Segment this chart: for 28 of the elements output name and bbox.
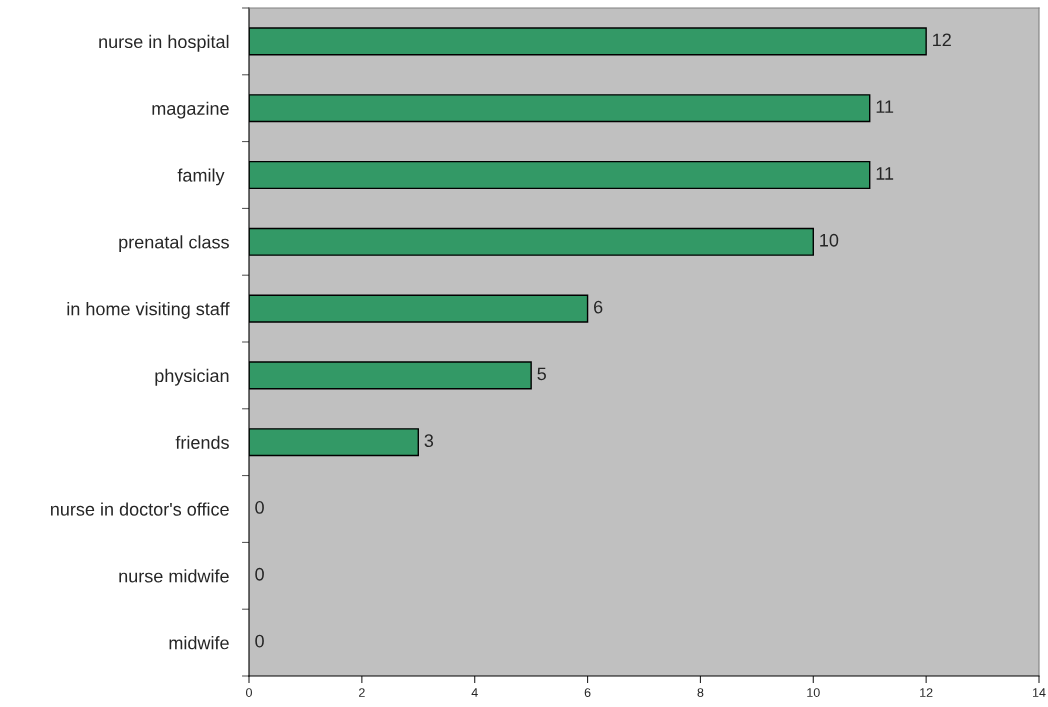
data-label: 3 xyxy=(424,434,434,448)
y-tick-label: family xyxy=(177,168,225,186)
y-tick-label: prenatal class xyxy=(119,235,229,253)
data-label: 0 xyxy=(255,634,264,648)
y-tick-label: in home visiting staff xyxy=(67,302,230,319)
data-label: 0 xyxy=(255,567,264,581)
y-tick-label: midwife xyxy=(169,636,229,650)
data-label: 11 xyxy=(876,167,894,180)
x-tick-label: 14 xyxy=(1033,688,1046,697)
y-tick-label: friends xyxy=(175,435,229,449)
x-tick-label: 12 xyxy=(920,688,933,697)
data-label: 11 xyxy=(876,100,894,113)
x-tick-label: 8 xyxy=(697,688,704,697)
data-label: 0 xyxy=(255,501,264,514)
y-tick-label: nurse midwife xyxy=(119,569,229,583)
x-tick-label: 10 xyxy=(807,688,820,697)
y-tick-label: physician xyxy=(155,368,229,386)
data-label: 12 xyxy=(933,33,951,47)
y-tick-label: magazine xyxy=(152,101,229,119)
data-label: 10 xyxy=(820,233,839,247)
data-label: 6 xyxy=(594,300,603,314)
x-tick-label: 6 xyxy=(584,688,591,697)
x-tick-label: 0 xyxy=(246,688,252,697)
x-tick-label: 4 xyxy=(471,688,478,697)
x-tick-label: 2 xyxy=(359,688,365,697)
y-tick-label: nurse in hospital xyxy=(99,34,229,52)
data-label: 5 xyxy=(537,367,546,381)
y-tick-label: nurse in doctor's office xyxy=(51,502,229,516)
